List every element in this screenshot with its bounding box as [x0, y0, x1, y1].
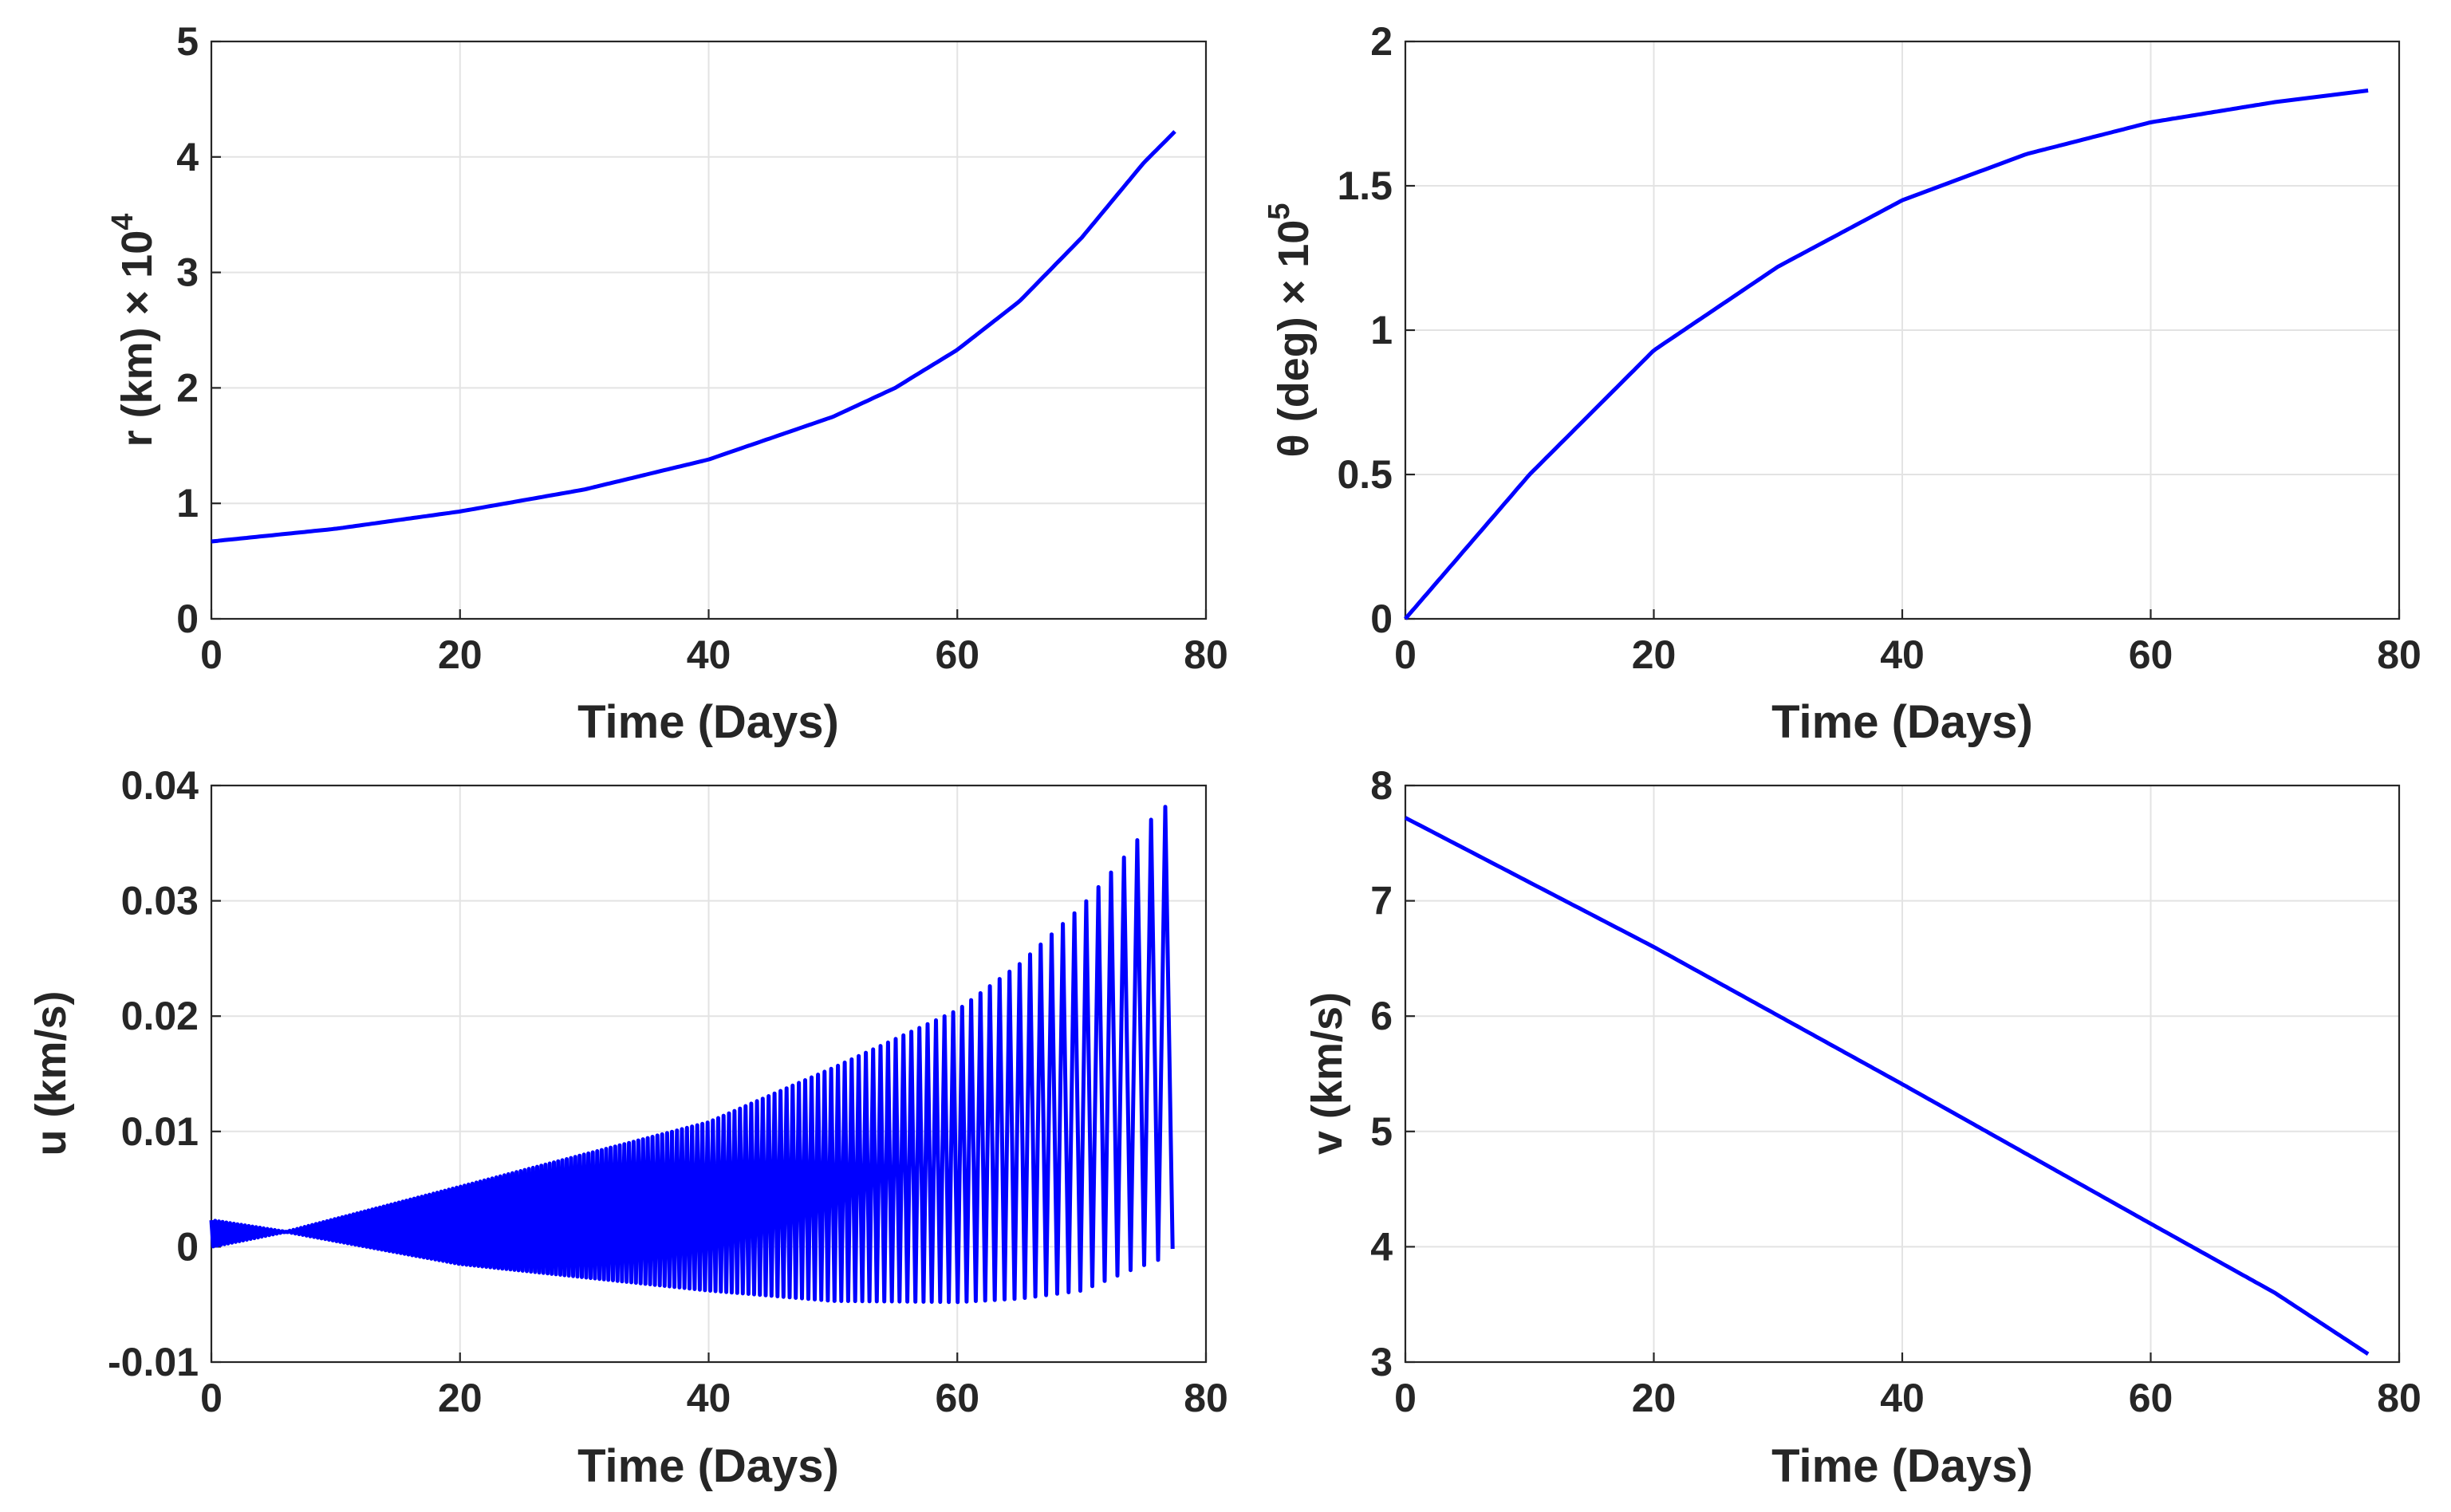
y-ticks: -0.01 0 0.01 0.02 0.03 0.04 — [108, 763, 221, 1384]
series-u — [209, 805, 1175, 1305]
x-tick-label: 0 — [200, 632, 223, 677]
panel-theta: 0 20 40 60 80 0 0.5 1 1.5 2 Time (Days) θ (deg) … — [1263, 19, 2421, 748]
y-tick-label: -0.01 — [108, 1340, 199, 1384]
x-tick-label: 20 — [438, 632, 483, 677]
y-tick-label: 2 — [176, 365, 199, 410]
y-tick-label: 0.01 — [121, 1109, 199, 1154]
y-tick-label: 5 — [1370, 1109, 1393, 1154]
x-tick-label: 40 — [687, 632, 731, 677]
grid — [1405, 41, 2400, 620]
y-tick-label: 7 — [1370, 879, 1393, 923]
y-tick-label: 4 — [1370, 1224, 1393, 1269]
grid — [211, 41, 1207, 620]
y-tick-label: 3 — [176, 250, 199, 295]
y-tick-label: 3 — [1370, 1340, 1393, 1384]
x-axis-label: Time (Days) — [1771, 1440, 2033, 1492]
y-tick-label: 5 — [176, 19, 199, 64]
panel-v: 0 20 40 60 80 3 4 5 6 7 8 Time (Days) v (km/s) — [1303, 763, 2421, 1492]
y-axis-label: u (km/s) — [27, 990, 75, 1156]
x-tick-label: 60 — [935, 1376, 979, 1420]
x-ticks: 0 20 40 60 80 — [200, 1353, 1228, 1420]
x-tick-label: 0 — [1394, 1376, 1417, 1420]
x-axis-label: Time (Days) — [577, 1440, 839, 1492]
x-tick-label: 80 — [2377, 632, 2421, 677]
y-ticks: 3 4 5 6 7 8 — [1370, 763, 1415, 1384]
x-tick-label: 20 — [1632, 632, 1677, 677]
x-tick-label: 60 — [935, 632, 979, 677]
x-tick-label: 0 — [1394, 632, 1417, 677]
y-tick-label: 1 — [176, 481, 199, 526]
y-tick-label: 0 — [1370, 597, 1393, 641]
series-r — [211, 130, 1176, 544]
x-tick-label: 40 — [1880, 1376, 1925, 1420]
y-tick-label: 0.02 — [121, 994, 199, 1038]
x-tick-label: 40 — [1880, 632, 1925, 677]
x-tick-label: 60 — [2129, 632, 2173, 677]
y-axis-label: θ (deg) × 105 — [1263, 203, 1318, 458]
y-tick-label: 0.04 — [121, 763, 199, 808]
y-axis-label: r (km) × 104 — [106, 214, 161, 447]
y-tick-label: 0.5 — [1337, 452, 1393, 497]
series-v — [1404, 816, 2370, 1356]
x-tick-label: 80 — [1184, 632, 1228, 677]
x-ticks: 0 20 40 60 80 — [1394, 1353, 2421, 1420]
y-tick-label: 4 — [176, 135, 199, 179]
x-tick-label: 20 — [1632, 1376, 1677, 1420]
grid — [1405, 785, 2400, 1363]
y-ticks: 0 1 2 3 4 5 — [176, 19, 221, 641]
panel-r: 0 20 40 60 80 0 1 2 3 4 5 Time (Days) r (km) × 10… — [106, 19, 1228, 748]
y-tick-label: 6 — [1370, 994, 1393, 1038]
y-axis-label: v (km/s) — [1303, 992, 1351, 1155]
x-axis-label: Time (Days) — [1771, 696, 2033, 748]
series-theta — [1404, 89, 2369, 620]
y-ticks: 0 0.5 1 1.5 2 — [1337, 19, 1415, 641]
x-tick-label: 60 — [2129, 1376, 2173, 1420]
y-tick-label: 0.03 — [121, 879, 199, 923]
y-tick-label: 0 — [176, 597, 199, 641]
x-ticks: 0 20 40 60 80 — [1394, 609, 2421, 677]
series-line — [209, 805, 1175, 1305]
x-tick-label: 20 — [438, 1376, 483, 1420]
x-tick-label: 0 — [200, 1376, 223, 1420]
x-ticks: 0 20 40 60 80 — [200, 609, 1228, 677]
x-tick-label: 80 — [1184, 1376, 1228, 1420]
y-tick-label: 2 — [1370, 19, 1393, 64]
y-tick-label: 8 — [1370, 763, 1393, 808]
y-tick-label: 1.5 — [1337, 163, 1393, 208]
x-axis-label: Time (Days) — [577, 696, 839, 748]
series-line — [1404, 89, 2369, 620]
x-tick-label: 40 — [687, 1376, 731, 1420]
y-tick-label: 1 — [1370, 308, 1393, 352]
series-line — [1404, 816, 2370, 1356]
series-line — [211, 130, 1176, 544]
y-tick-label: 0 — [176, 1224, 199, 1269]
x-tick-label: 80 — [2377, 1376, 2421, 1420]
